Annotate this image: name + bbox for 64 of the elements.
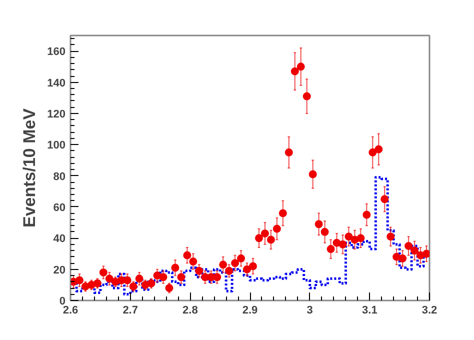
point <box>75 276 84 284</box>
point <box>248 262 257 270</box>
y-tick-label: 20 <box>53 264 66 276</box>
y-tick-label: 140 <box>47 77 66 90</box>
x-tick-label: 3.2 <box>422 304 438 316</box>
point <box>422 250 430 258</box>
y-axis-title: Events/10 MeV <box>20 108 40 228</box>
point <box>254 234 263 242</box>
point <box>386 232 395 241</box>
point <box>272 224 281 233</box>
x-tick-label: 2.8 <box>182 304 198 316</box>
point <box>225 266 234 275</box>
point <box>195 266 204 275</box>
point <box>284 148 293 156</box>
point <box>404 242 413 250</box>
point <box>368 148 377 156</box>
point <box>356 234 365 242</box>
point <box>177 273 186 282</box>
x-tick-label: 3 <box>306 304 313 316</box>
point <box>278 209 287 218</box>
point <box>99 268 108 276</box>
point <box>302 92 311 100</box>
point <box>398 254 407 262</box>
point <box>219 260 228 269</box>
point <box>213 273 222 282</box>
x-tick-label: 3.1 <box>362 304 378 316</box>
point <box>93 279 102 288</box>
y-tick-label: 60 <box>53 202 66 214</box>
point <box>243 265 252 274</box>
y-tick-label: 100 <box>47 140 66 152</box>
x-tick-label: 2.6 <box>62 304 78 316</box>
point <box>129 282 138 290</box>
point <box>344 232 353 241</box>
point <box>183 251 192 260</box>
point <box>147 279 156 288</box>
x-tick-label: 2.7 <box>122 304 138 316</box>
point <box>165 284 174 292</box>
point <box>135 274 144 283</box>
point <box>260 229 269 238</box>
y-tick-label: 0 <box>59 296 66 308</box>
point <box>374 145 383 154</box>
point <box>290 67 299 76</box>
y-tick-label: 120 <box>47 108 66 120</box>
point <box>326 245 335 254</box>
y-tick-label: 40 <box>53 233 66 246</box>
x-tick-label: 2.9 <box>242 304 258 316</box>
point <box>320 228 329 236</box>
point <box>338 240 347 248</box>
point <box>308 170 317 178</box>
point <box>410 246 419 255</box>
point <box>296 62 305 71</box>
point <box>159 273 168 282</box>
point <box>171 264 180 272</box>
y-tick-label: 160 <box>47 46 66 58</box>
point <box>123 276 132 284</box>
point <box>237 254 246 262</box>
point <box>231 259 240 268</box>
point <box>105 274 114 283</box>
point <box>266 236 275 244</box>
y-tick-label: 80 <box>53 170 66 183</box>
point <box>189 258 198 266</box>
point <box>380 195 389 204</box>
point <box>362 210 371 219</box>
point <box>314 220 323 228</box>
